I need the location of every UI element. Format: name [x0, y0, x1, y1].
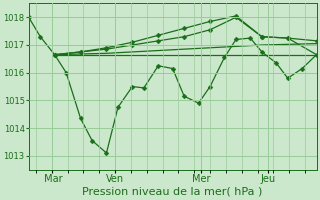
- X-axis label: Pression niveau de la mer( hPa ): Pression niveau de la mer( hPa ): [83, 187, 263, 197]
